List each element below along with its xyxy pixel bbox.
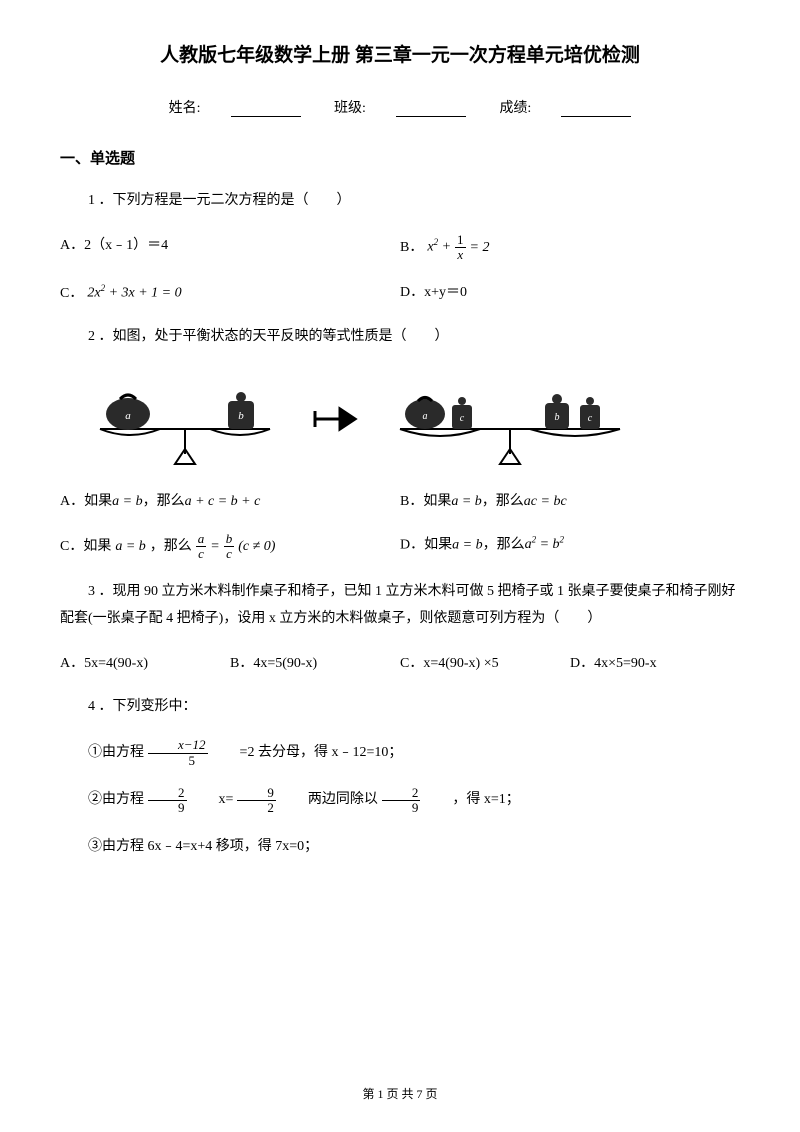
q3-opt-c: C．x=4(90-x) ×5 xyxy=(400,651,570,676)
q2a-res: a + c = b + c xyxy=(185,494,261,509)
q1-text: 1 ．下列方程是一元二次方程的是（ ） xyxy=(60,188,740,215)
q2-opt-d: D．如果a = b，那么a2 = b2 xyxy=(400,532,740,562)
info-row: 姓名: 班级: 成绩: xyxy=(60,97,740,117)
name-blank[interactable] xyxy=(231,103,301,117)
q2-opt-c: C．如果a = b，那么 ac = bc (c ≠ 0) xyxy=(60,532,400,562)
q4l2-pre: ②由方程 xyxy=(60,787,144,814)
q2c-mid: ，那么 xyxy=(150,534,192,559)
q2c-pre: C．如果 xyxy=(60,534,111,559)
q1-opt-c-label: C． xyxy=(60,281,83,306)
q4-line2: ②由方程 29 x= 92 两边同除以 29 ，得 x=1； xyxy=(60,786,520,816)
class-blank[interactable] xyxy=(396,103,466,117)
q2a-mid: ，那么 xyxy=(143,494,185,509)
q2b-mid: ，那么 xyxy=(482,494,524,509)
svg-text:c: c xyxy=(460,413,465,424)
section-1-head: 一、单选题 xyxy=(60,147,740,168)
q4-line1: ①由方程 x−125 =2 去分母，得 x﹣12=10； xyxy=(60,738,402,768)
balance-diagram: a b a c b c xyxy=(80,369,740,469)
frac-num: 1 xyxy=(455,233,466,248)
frac-num: b xyxy=(224,532,235,547)
q3-options: A．5x=4(90-x) B．4x=5(90-x) C．x=4(90-x) ×5… xyxy=(60,651,740,676)
q1-opt-d: D．x+y＝0 xyxy=(400,280,740,306)
page-footer: 第 1 页 共 7 页 xyxy=(0,1085,800,1102)
footer-post: 页 xyxy=(423,1087,438,1101)
q2-text: 2 ．如图，处于平衡状态的天平反映的等式性质是（ ） xyxy=(60,324,740,351)
q2b-res: ac = bc xyxy=(524,494,567,509)
q4l2-m2: 两边同除以 xyxy=(280,787,378,814)
footer-mid: 页 共 xyxy=(383,1087,416,1101)
q2d-res: a2 = b2 xyxy=(525,537,564,552)
q1-options-ab: A．2（x﹣1）＝4 B． x2 + 1x = 2 xyxy=(60,233,740,263)
frac-den: 9 xyxy=(148,801,187,815)
frac-num: a xyxy=(196,532,207,547)
svg-text:b: b xyxy=(238,410,244,422)
frac-den: x xyxy=(455,248,466,262)
q4l2-post: ，得 x=1； xyxy=(424,787,519,814)
frac-num: 2 xyxy=(148,786,187,801)
class-label: 班级: xyxy=(334,101,366,116)
q2b-pre: B．如果 xyxy=(400,494,451,509)
q1-opt-c-math: 2x2 + 3x + 1 = 0 xyxy=(87,280,181,306)
q4l1-post: =2 去分母，得 x﹣12=10； xyxy=(212,740,403,767)
svg-text:a: a xyxy=(423,411,428,422)
frac-den: c xyxy=(196,547,207,561)
frac-den: 5 xyxy=(148,754,208,768)
svg-text:a: a xyxy=(125,410,131,422)
q4-text: 4 ．下列变形中： xyxy=(60,694,740,721)
q3-opt-a: A．5x=4(90-x) xyxy=(60,651,230,676)
q2c-cond: a = b xyxy=(115,534,145,559)
svg-text:c: c xyxy=(588,413,593,424)
q3-text: 3 ．现用 90 立方米木料制作桌子和椅子，已知 1 立方米木料可做 5 把椅子… xyxy=(60,579,740,632)
q4l2-m1: x= xyxy=(191,787,234,814)
q3-opt-d: D．4x×5=90-x xyxy=(570,651,740,676)
svg-text:b: b xyxy=(555,412,560,423)
q2-opt-b: B．如果a = b，那么ac = bc xyxy=(400,489,740,514)
page-title: 人教版七年级数学上册 第三章一元一次方程单元培优检测 xyxy=(60,40,740,67)
q2-opt-a: A．如果a = b，那么a + c = b + c xyxy=(60,489,400,514)
balance-right: a c b c xyxy=(380,369,640,469)
score-blank[interactable] xyxy=(561,103,631,117)
name-label: 姓名: xyxy=(169,101,201,116)
frac-den: 9 xyxy=(382,801,421,815)
frac-num: 9 xyxy=(237,786,276,801)
footer-pre: 第 xyxy=(362,1087,377,1101)
balance-left: a b xyxy=(80,369,290,469)
q1-options-cd: C． 2x2 + 3x + 1 = 0 D．x+y＝0 xyxy=(60,280,740,306)
q2c-tail: (c ≠ 0) xyxy=(238,534,275,559)
frac-num: 2 xyxy=(382,786,421,801)
q4-line3: ③由方程 6x﹣4=x+4 移项，得 7x=0； xyxy=(60,834,740,861)
q3-opt-b: B．4x=5(90-x) xyxy=(230,651,400,676)
frac-num: x−12 xyxy=(148,738,208,753)
eq-2: = 2 xyxy=(470,235,490,260)
eq-sign: = xyxy=(210,534,219,559)
q2d-cond: a = b xyxy=(452,537,482,552)
q1-opt-b-math: x2 + xyxy=(427,234,451,260)
q2d-pre: D．如果 xyxy=(400,537,452,552)
q2b-cond: a = b xyxy=(451,494,481,509)
frac-den: c xyxy=(224,547,235,561)
q1-opt-b-label: B． xyxy=(400,235,423,260)
q2d-mid: ，那么 xyxy=(483,537,525,552)
q1-opt-c: C． 2x2 + 3x + 1 = 0 xyxy=(60,280,400,306)
q1-opt-b: B． x2 + 1x = 2 xyxy=(400,233,740,263)
q1-opt-a: A．2（x﹣1）＝4 xyxy=(60,233,400,263)
score-label: 成绩: xyxy=(499,101,531,116)
arrow-icon xyxy=(310,399,360,439)
q2-options-cd: C．如果a = b，那么 ac = bc (c ≠ 0) D．如果a = b，那… xyxy=(60,532,740,562)
q2-options-ab: A．如果a = b，那么a + c = b + c B．如果a = b，那么ac… xyxy=(60,489,740,514)
q2a-pre: A．如果 xyxy=(60,494,112,509)
q4l1-pre: ①由方程 xyxy=(60,740,144,767)
frac-den: 2 xyxy=(237,801,276,815)
q2a-cond: a = b xyxy=(112,494,142,509)
